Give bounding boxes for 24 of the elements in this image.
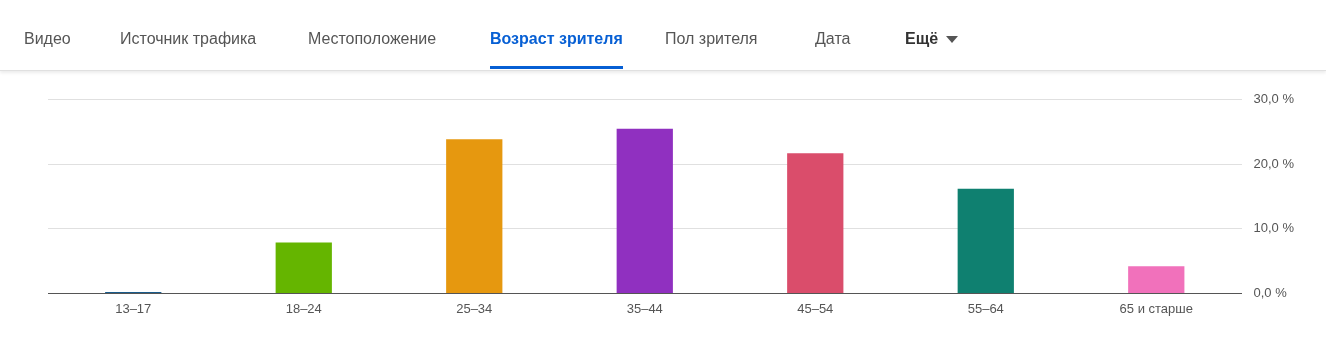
- text: Пол зрителя: [665, 30, 758, 49]
- x-tick-label: 65 и старше: [1119, 300, 1193, 316]
- y-tick-label: 0,0 %: [1253, 284, 1288, 300]
- bar: [446, 139, 503, 293]
- text: Дата: [815, 30, 851, 49]
- text: Видео: [24, 30, 71, 49]
- x-tick-label: 45–54: [797, 300, 834, 316]
- bar: [1128, 266, 1185, 293]
- bar: [787, 153, 844, 293]
- x-tick-label: 18–24: [285, 300, 322, 316]
- y-tick-label: 10,0 %: [1253, 220, 1295, 236]
- bar: [616, 128, 673, 293]
- text: Ещё: [905, 30, 939, 49]
- text: Источник трафика: [120, 30, 257, 49]
- x-tick-label: 13–17: [115, 300, 152, 316]
- text: Возраст зрителя: [490, 30, 623, 69]
- x-tick-label: 35–44: [626, 300, 663, 316]
- bar: [275, 242, 332, 293]
- y-tick-label: 30,0 %: [1253, 91, 1295, 107]
- y-tick-label: 20,0 %: [1253, 155, 1295, 171]
- x-tick-label: 25–34: [456, 300, 493, 316]
- bar: [957, 188, 1014, 293]
- x-tick-label: 55–64: [967, 300, 1004, 316]
- text: Местоположение: [308, 30, 437, 49]
